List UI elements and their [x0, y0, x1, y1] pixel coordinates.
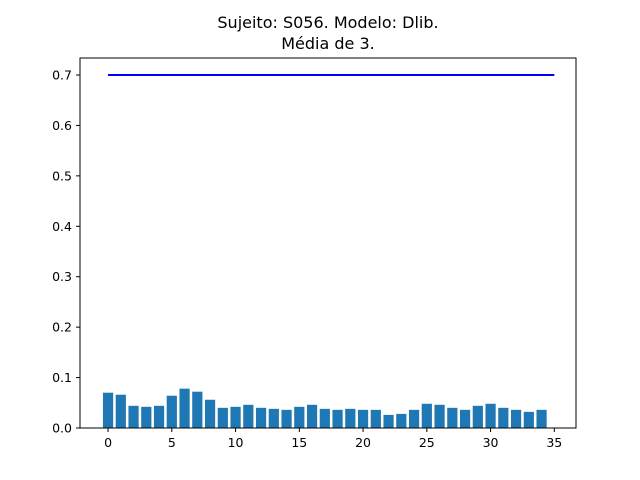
bar-16: [306, 404, 318, 428]
y-tick-label: 0.4: [52, 219, 72, 234]
bar-32: [510, 409, 522, 428]
x-tick-label: 25: [419, 435, 435, 450]
bar-24: [408, 409, 420, 428]
x-tick-label: 30: [483, 435, 499, 450]
y-tick-label: 0.1: [52, 370, 72, 385]
bar-26: [434, 404, 445, 428]
bar-5: [166, 395, 177, 428]
bar-33: [523, 411, 534, 428]
bar-7: [192, 391, 203, 428]
bar-21: [370, 409, 381, 428]
bar-2: [128, 405, 139, 428]
bar-4: [153, 405, 165, 428]
bar-18: [332, 409, 343, 428]
bar-30: [485, 403, 496, 428]
x-tick-label: 20: [355, 435, 371, 450]
bar-23: [396, 413, 407, 428]
bar-17: [319, 408, 330, 428]
y-axis: 0.0 0.1 0.2 0.3 0.4 0.5 0.6 0.7: [52, 68, 80, 436]
x-tick-label: 5: [168, 435, 176, 450]
x-tick-label: 10: [228, 435, 244, 450]
bar-15: [294, 406, 305, 428]
chart-subtitle: Média de 3.: [281, 34, 375, 53]
y-tick-label: 0.5: [52, 168, 72, 183]
bar-27: [447, 407, 458, 428]
bar-8: [204, 399, 216, 428]
x-tick-label: 35: [546, 435, 562, 450]
chart-title: Sujeito: S056. Modelo: Dlib.: [217, 13, 438, 32]
y-tick-label: 0.7: [52, 68, 72, 83]
bar-6: [179, 388, 190, 428]
bar-13: [268, 408, 279, 428]
bar-14: [281, 409, 292, 428]
x-tick-label: 0: [104, 435, 112, 450]
bar-25: [421, 403, 432, 428]
y-tick-label: 0.2: [52, 320, 72, 335]
bar-29: [472, 405, 483, 428]
plot-frame: [79, 57, 577, 429]
bar-19: [345, 408, 356, 428]
bar-11: [243, 404, 254, 428]
bar-3: [141, 406, 152, 428]
bar-28: [459, 409, 471, 428]
bar-0: [102, 392, 114, 428]
bar-34: [536, 409, 547, 428]
bar-12: [255, 407, 267, 428]
bar-20: [357, 409, 369, 428]
bar-9: [217, 407, 228, 428]
x-tick-label: 15: [291, 435, 307, 450]
x-axis: 0 5 10 15 20 25 30 35: [104, 428, 562, 450]
bar-10: [230, 406, 241, 428]
y-tick-label: 0.6: [52, 118, 72, 133]
bar-31: [498, 407, 509, 428]
bar-1: [115, 394, 126, 428]
bar-22: [383, 414, 394, 428]
y-tick-label: 0.3: [52, 269, 72, 284]
bar-series: [102, 388, 547, 428]
y-tick-label: 0.0: [52, 421, 72, 436]
